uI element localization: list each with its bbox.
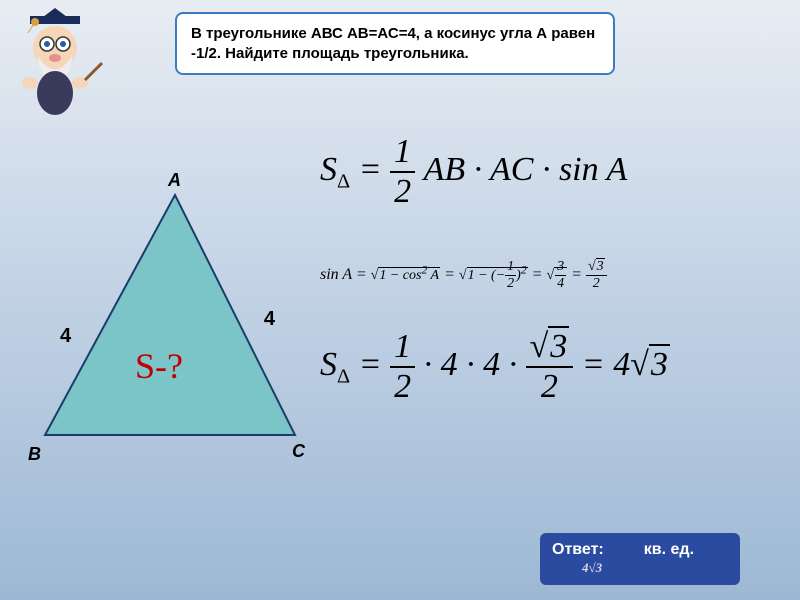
f3d2: 2 (526, 368, 574, 404)
vertex-label-c: C (292, 441, 305, 462)
f3d: Δ (337, 366, 350, 388)
formula-sin-derivation: sin A = 1 − cos2 A = 1 − (−12)2 = 34 = 3… (320, 260, 607, 291)
formula-area-computed: SΔ = 12 · 4 · 4 · 32 = 43 (320, 330, 670, 404)
frac-num: 1 (390, 135, 415, 173)
n3: 3 (555, 260, 566, 276)
f3d1: 2 (390, 368, 415, 404)
rad1b: A (427, 268, 439, 283)
formula-delta: Δ (337, 171, 350, 193)
problem-statement: В треугольнике АВС АВ=АС=4, а косинус уг… (175, 12, 615, 75)
side-label-right: 4 (264, 308, 275, 331)
vertex-label-a: A (168, 170, 181, 191)
sin-a: sin A (320, 266, 352, 283)
f3n1: 1 (390, 330, 415, 368)
answer-label: Ответ: (552, 541, 604, 558)
answer-value: 4√3 (582, 560, 602, 575)
f3mid: · 4 · 4 · (415, 346, 526, 383)
formula-area-general: SΔ = 12 AB · AC · sin A (320, 135, 627, 209)
answer-unit: кв. ед. (644, 541, 694, 558)
professor-illustration (10, 8, 110, 118)
eq: = (352, 266, 371, 283)
formula-s: S (320, 151, 337, 188)
answer-box: Ответ: кв. ед. 4√3 (540, 533, 740, 585)
problem-text: В треугольнике АВС АВ=АС=4, а косинус уг… (191, 25, 595, 62)
d3: 4 (555, 276, 566, 291)
f3n2: 3 (548, 326, 569, 365)
side-label-left: 4 (60, 325, 71, 348)
f3sqrt: 3 (649, 344, 670, 383)
d2: 2 (505, 276, 516, 291)
formula-rest: AB · AC · sin A (424, 151, 628, 188)
f3s: S (320, 346, 337, 383)
sup2: 2 (521, 264, 527, 277)
triangle-diagram: A B C 4 4 S-? (20, 180, 310, 460)
vertex-label-b: B (28, 444, 41, 465)
n2: 1 (505, 260, 516, 276)
area-question: S-? (135, 345, 183, 387)
rad2a: 1 − (− (468, 268, 506, 283)
rad1: 1 − cos (379, 268, 421, 283)
frac-den: 2 (390, 173, 415, 209)
f3res: = 4 (573, 346, 630, 383)
n4: 3 (596, 258, 605, 274)
d4: 2 (586, 276, 607, 291)
formula-eq: = (350, 151, 390, 188)
